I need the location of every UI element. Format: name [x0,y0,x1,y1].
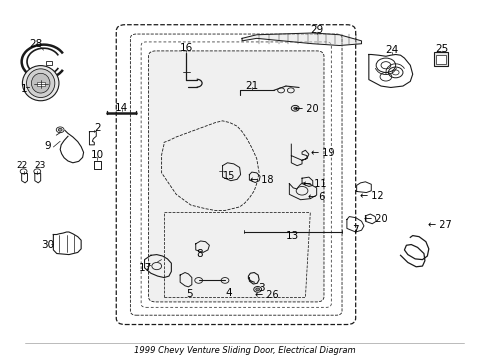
Bar [37,82,44,86]
Text: ← 27: ← 27 [427,220,450,230]
Text: 17: 17 [139,263,152,273]
Bar [46,61,52,65]
Text: 9: 9 [44,141,51,151]
Text: 13: 13 [285,231,298,240]
Text: 28: 28 [30,40,43,49]
FancyBboxPatch shape [435,55,445,64]
Text: 10: 10 [90,150,103,160]
Text: 21: 21 [244,81,258,91]
Ellipse shape [26,69,55,98]
Ellipse shape [22,66,59,101]
FancyBboxPatch shape [433,52,447,66]
Text: ← 6: ← 6 [307,192,325,202]
Text: ← 18: ← 18 [249,175,273,185]
Text: ← 20: ← 20 [364,214,387,224]
Text: 22: 22 [17,161,28,170]
Text: ← 20: ← 20 [294,104,318,114]
Text: ← 12: ← 12 [360,191,383,201]
Text: 7: 7 [352,225,358,235]
Text: 29: 29 [309,25,323,35]
Text: 15: 15 [222,171,235,181]
Text: ← 11: ← 11 [303,179,326,189]
Text: ← 26: ← 26 [254,291,278,301]
Text: ← 19: ← 19 [310,148,334,158]
Text: 1999 Chevy Venture Sliding Door, Electrical Diagram: 1999 Chevy Venture Sliding Door, Electri… [133,346,355,355]
Text: 23: 23 [34,161,45,170]
Text: 25: 25 [434,44,447,54]
Circle shape [58,129,62,131]
Text: 8: 8 [196,248,203,258]
Text: 24: 24 [385,45,398,55]
Ellipse shape [31,73,50,93]
Text: 30: 30 [41,240,55,250]
Text: 4: 4 [225,288,232,298]
Text: 14: 14 [115,103,128,113]
FancyBboxPatch shape [148,51,324,302]
Text: 2: 2 [94,123,101,133]
Polygon shape [242,33,361,45]
Text: 16: 16 [179,43,192,53]
Circle shape [293,107,296,109]
Circle shape [255,288,259,291]
Text: 5: 5 [186,289,193,299]
Text: 3: 3 [258,283,264,293]
Text: 1: 1 [21,84,27,94]
